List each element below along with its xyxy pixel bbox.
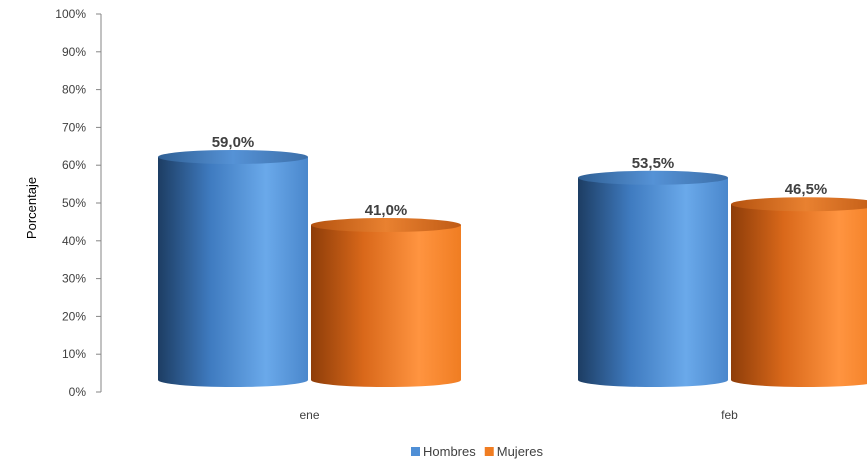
bars: [158, 149, 867, 387]
category-label: feb: [721, 408, 738, 422]
y-tick-label: 90%: [62, 45, 86, 59]
y-tick-label: 80%: [62, 83, 86, 97]
bar-body: [311, 225, 461, 387]
y-tick-label: 20%: [62, 309, 86, 323]
bar-top: [578, 170, 728, 185]
bar-mujeres-feb: [731, 197, 867, 387]
legend-label: Hombres: [423, 444, 476, 459]
legend-swatch: [411, 447, 420, 456]
x-axis-categories: ene feb: [299, 408, 738, 422]
y-tick-label: 100%: [55, 7, 86, 21]
legend-swatch: [484, 447, 494, 456]
bar-mujeres-ene: [311, 218, 461, 387]
data-label: 46,5%: [785, 181, 828, 198]
y-tick-label: 40%: [62, 234, 86, 248]
legend: Hombres Mujeres: [411, 444, 543, 459]
bar-body: [158, 156, 308, 387]
y-tick-label: 30%: [62, 272, 86, 286]
bar-body: [578, 177, 728, 387]
legend-label: Mujeres: [497, 444, 544, 459]
bar-top: [158, 149, 308, 164]
data-label: 41,0%: [365, 202, 408, 219]
y-tick-label: 50%: [62, 196, 86, 210]
bar-hombres-ene: [158, 149, 308, 387]
bar-body: [731, 204, 867, 387]
y-tick-label: 60%: [62, 158, 86, 172]
category-label: ene: [299, 408, 319, 422]
data-label: 59,0%: [212, 134, 255, 151]
bar-top: [731, 197, 867, 212]
y-axis: 0% 10% 20% 30% 40% 50% 60% 70% 80% 90% 100%: [55, 7, 102, 399]
y-tick-label: 0%: [69, 385, 87, 399]
y-axis-title: Porcentaje: [24, 177, 39, 239]
bar-top: [311, 218, 461, 233]
data-label: 53,5%: [632, 155, 675, 172]
y-tick-label: 70%: [62, 120, 86, 134]
y-tick-label: 10%: [62, 347, 86, 361]
data-labels: 59,0% 41,0% 53,5% 46,5%: [212, 134, 828, 219]
bar-hombres-feb: [578, 170, 728, 387]
